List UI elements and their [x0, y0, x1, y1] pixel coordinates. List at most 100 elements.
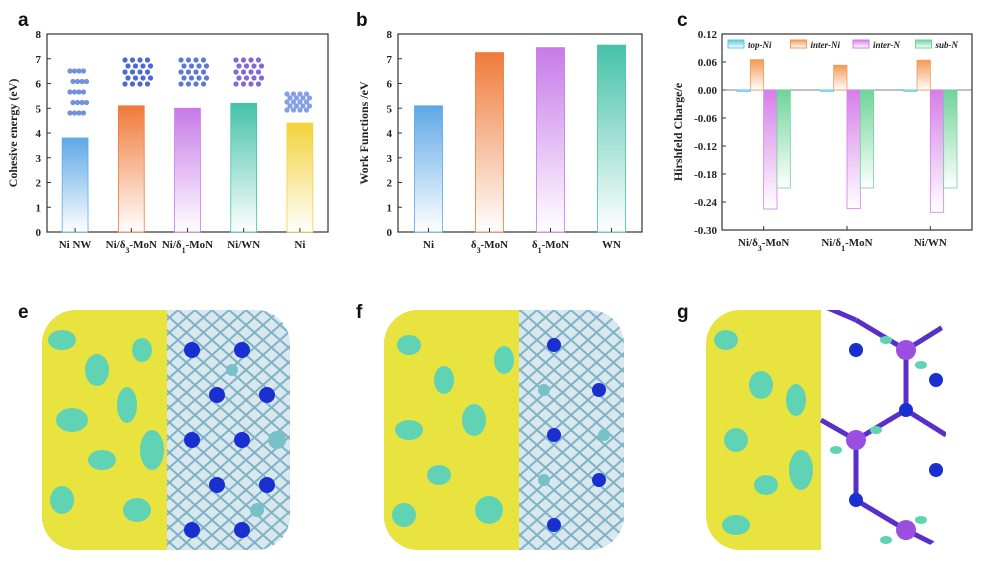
structure-atom	[255, 81, 262, 87]
structure-atom	[300, 103, 306, 109]
structure-atom	[74, 78, 81, 85]
chart-c-bar-inter-Ni	[749, 59, 765, 91]
panel-label-b: b	[356, 10, 368, 31]
structure-atom	[287, 95, 293, 101]
chart-b-xtick-label: δ3-MoN	[471, 239, 508, 255]
structure-atom	[79, 99, 85, 106]
structure-atom	[236, 75, 242, 81]
structure-inset	[233, 57, 265, 87]
structure-atom	[297, 91, 303, 97]
structure-atom	[178, 69, 184, 75]
chart-c-legend-label: top-Ni	[748, 40, 772, 50]
structure-atom	[233, 57, 239, 63]
structure-atom	[70, 99, 76, 106]
structure-inset	[122, 57, 154, 87]
panel-label-e: e	[18, 302, 29, 323]
structure-atom	[125, 63, 131, 69]
charge-density-image-f	[384, 310, 624, 550]
structure-atom	[122, 81, 128, 87]
structure-atom	[193, 81, 199, 87]
structure-atom	[67, 89, 73, 95]
chart-a-xtick-label: Ni/δ3-MoN	[106, 239, 157, 255]
chart-c-ytick-label: -0.12	[694, 141, 717, 153]
structure-atom	[251, 75, 257, 81]
chart-b-xtick-label: δ1-MoN	[532, 239, 569, 255]
structure-atom	[140, 63, 146, 69]
charge-density-image-g	[706, 310, 946, 550]
structure-atom	[129, 81, 136, 87]
structure-atom	[193, 69, 199, 75]
structure-inset	[178, 57, 210, 87]
structure-atom	[196, 75, 202, 81]
chart-c-ytick-label: -0.18	[694, 169, 717, 181]
structure-atom	[287, 103, 293, 109]
structure-atom	[83, 99, 90, 106]
structure-atom	[193, 57, 199, 63]
structure-atom	[306, 103, 313, 109]
structure-atom	[303, 107, 310, 113]
panel-label-a: a	[18, 10, 29, 31]
structure-atom	[71, 68, 78, 74]
structure-atom	[297, 107, 303, 113]
structure-atom	[144, 81, 151, 87]
structure-inset	[67, 68, 90, 116]
chart-c-hirshfeld-charge: 0.12 0.06 0.00 -0.06 -0.12 -0.18 -0.24 -0.30 Ni/…	[671, 29, 973, 253]
chart-c-bar-sub-N	[776, 89, 791, 189]
charge-density-image-e	[42, 310, 290, 550]
structure-atom	[240, 69, 247, 75]
structure-atom	[144, 69, 151, 75]
structure-atom	[144, 57, 151, 63]
chart-c-ytick-label: 0.00	[698, 85, 718, 97]
structure-atom	[76, 68, 82, 74]
chart-a-xtick-label: Ni NW	[59, 239, 92, 251]
structure-atom	[129, 57, 136, 63]
chart-a-cohesive-energy: 0 1 2 3 4 5 6 7 8 Ni NW Ni/δ3-MoN Ni/δ1-MoN Ni/WN Ni C…	[6, 29, 329, 255]
structure-atom	[76, 110, 82, 116]
chart-c-xtick-label: Ni/δ3-MoN	[738, 237, 789, 253]
structure-atom	[188, 75, 195, 81]
chart-c-ytick-label: 0.06	[698, 57, 718, 69]
structure-atom	[233, 81, 239, 87]
structure-atom	[255, 57, 262, 63]
chart-b-ytick-label: 2	[387, 178, 393, 190]
structure-atom	[71, 110, 78, 116]
chart-a-bar	[286, 122, 314, 233]
chart-c-bar-top-Ni	[819, 89, 835, 92]
chart-b-ytick-label: 3	[387, 153, 393, 165]
chart-b-bar	[414, 105, 443, 233]
structure-atom	[240, 57, 247, 63]
chart-a-ylabel: Cohesive energy (eV)	[6, 79, 20, 188]
structure-atom	[178, 57, 184, 63]
chart-c-legend-label: inter-N	[873, 40, 901, 50]
structure-atom	[132, 63, 139, 69]
chart-a-xtick-label: Ni/δ1-MoN	[162, 239, 213, 255]
chart-c-ylabel: Hirshfeld Charge/e	[671, 82, 685, 181]
structure-atom	[303, 91, 310, 97]
chart-a-ytick-label: 4	[36, 128, 42, 140]
chart-c-bar-top-Ni	[736, 89, 751, 92]
structure-atom	[200, 81, 207, 87]
structure-atom	[200, 57, 207, 63]
structure-atom	[203, 63, 210, 69]
structure-atom	[67, 110, 73, 116]
chart-b-ytick-label: 6	[387, 79, 393, 91]
chart-c-ytick-label: -0.30	[694, 225, 717, 237]
chart-a-ytick-label: 3	[36, 153, 42, 165]
chart-c-bar-inter-N	[929, 89, 945, 213]
chart-a-ytick-label: 1	[36, 202, 42, 214]
structure-atom	[137, 57, 143, 63]
structure-atom	[248, 57, 254, 63]
structure-atom	[243, 63, 250, 69]
structure-atom	[251, 63, 257, 69]
chart-b-xtick-label: Ni	[423, 239, 434, 251]
chart-b-work-functions: 0 1 2 3 4 5 6 7 8 Ni δ3-MoN δ1-MoN WN Work Functions …	[357, 29, 643, 255]
chart-c-bar-top-Ni	[903, 89, 918, 92]
structure-atom	[240, 81, 247, 87]
structure-atom	[185, 69, 192, 75]
structure-atom	[200, 69, 207, 75]
structure-atom	[185, 81, 192, 87]
chart-c-ytick-label: 0.12	[698, 29, 718, 41]
structure-atom	[185, 57, 192, 63]
structure-atom	[297, 99, 303, 105]
structure-atom	[178, 81, 184, 87]
